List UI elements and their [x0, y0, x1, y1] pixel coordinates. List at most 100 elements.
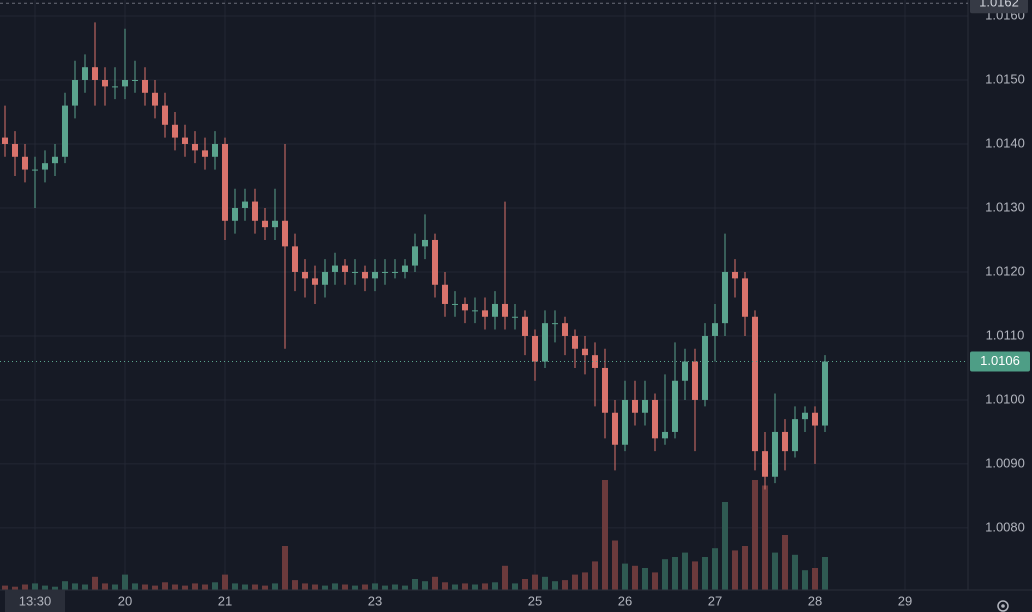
- candle-body: [822, 361, 828, 426]
- candle-body: [482, 310, 488, 317]
- candle-body: [12, 143, 18, 157]
- volume-bar: [522, 579, 528, 590]
- candle-body: [432, 239, 438, 285]
- volume-bar: [432, 576, 438, 590]
- candle-body: [522, 316, 528, 336]
- candle-body: [242, 201, 248, 208]
- volume-bar: [732, 550, 738, 590]
- candle-body: [462, 303, 468, 311]
- volume-bar: [62, 581, 68, 590]
- volume-bar: [232, 583, 238, 590]
- volume-bar: [402, 585, 408, 590]
- candle-body: [762, 451, 768, 477]
- volume-bar: [272, 583, 278, 590]
- candle-body: [782, 431, 788, 452]
- candle-body: [132, 79, 138, 81]
- volume-bar: [652, 572, 658, 590]
- settings-icon[interactable]: [997, 600, 1009, 612]
- candle-body: [382, 271, 388, 273]
- candle-body: [702, 335, 708, 400]
- candle-body: [712, 323, 718, 336]
- volume-bar: [392, 584, 398, 590]
- candle-body: [602, 367, 608, 413]
- volume-bar: [102, 583, 108, 590]
- y-tick-label: 1.0090: [985, 455, 1025, 470]
- gear[interactable]: [997, 600, 1009, 612]
- candle-body: [492, 303, 498, 317]
- volume-bar: [532, 574, 538, 590]
- volume-bar: [112, 584, 118, 590]
- volume-bar: [642, 568, 648, 590]
- candle-body: [272, 220, 278, 228]
- x-tick-label: 21: [218, 593, 232, 608]
- volume-bar: [442, 582, 448, 590]
- candle-body: [672, 380, 678, 432]
- volume-bar: [452, 584, 458, 590]
- volume-bar: [542, 576, 548, 590]
- volume-bar: [672, 557, 678, 590]
- candle-body: [332, 265, 338, 272]
- candle-body: [642, 399, 648, 413]
- candle-body: [62, 105, 68, 157]
- volume-bar: [752, 480, 758, 590]
- volume-bar: [2, 585, 8, 590]
- candle-body: [812, 412, 818, 426]
- candle-body: [52, 156, 58, 164]
- candle-body: [342, 265, 348, 272]
- volume-bar: [792, 554, 798, 590]
- candle-body: [502, 303, 508, 317]
- time-label-box: [5, 590, 65, 612]
- volume-bar: [122, 574, 128, 590]
- volume-bar: [802, 570, 808, 590]
- candle-body: [72, 79, 78, 106]
- volume-bar: [342, 584, 348, 590]
- candle-body: [172, 124, 178, 138]
- candle-body: [122, 79, 128, 87]
- volume-bar: [422, 581, 428, 590]
- candle-body: [512, 316, 518, 318]
- candle-body: [322, 271, 328, 285]
- candle-body: [22, 156, 28, 170]
- candle-body: [662, 431, 668, 439]
- candle-body: [402, 265, 408, 272]
- volume-bar: [242, 584, 248, 590]
- candle-body: [632, 399, 638, 413]
- volume-bar: [152, 585, 158, 590]
- volume-bar: [212, 582, 218, 590]
- candle-body: [582, 348, 588, 356]
- y-tick-label: 1.0120: [985, 263, 1025, 278]
- volume-bar: [592, 561, 598, 590]
- candle-body: [442, 284, 448, 304]
- volume-bar: [572, 574, 578, 590]
- candle-body: [742, 278, 748, 317]
- candle-body: [312, 278, 318, 285]
- price-label-box: [970, 0, 1028, 14]
- volume-bar: [12, 586, 18, 590]
- volume-bar: [372, 583, 378, 590]
- candle-body: [282, 220, 288, 247]
- candle-body: [202, 150, 208, 157]
- candle-body: [652, 399, 658, 439]
- volume-bar: [382, 585, 388, 590]
- candle-body: [692, 361, 698, 400]
- volume-bar: [492, 582, 498, 590]
- volume-bar: [612, 540, 618, 590]
- candle-body: [2, 137, 8, 144]
- candle-body: [722, 271, 728, 324]
- candle-body: [752, 316, 758, 452]
- volume-bar: [352, 585, 358, 590]
- candle-body: [392, 271, 398, 273]
- volume-bar: [332, 583, 338, 590]
- candle-body: [452, 303, 458, 305]
- volume-bar: [132, 583, 138, 590]
- candle-body: [372, 271, 378, 279]
- x-tick-label: 27: [708, 593, 722, 608]
- candle-body: [252, 201, 258, 221]
- volume-bar: [762, 485, 768, 590]
- volume-bar: [632, 565, 638, 590]
- volume-bar: [482, 583, 488, 590]
- candle-body: [572, 335, 578, 349]
- x-tick-label: 13:30: [19, 593, 52, 608]
